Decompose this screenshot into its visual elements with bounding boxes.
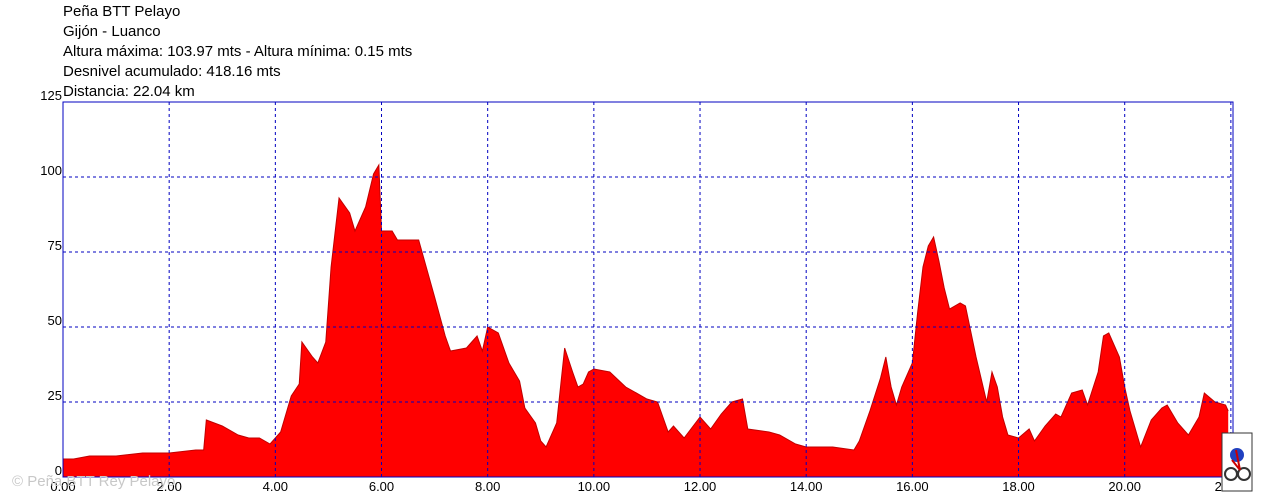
x-tick-label: 0.00: [50, 479, 75, 494]
y-tick-label: 100: [40, 163, 62, 178]
chart-title: Peña BTT Pelayo: [63, 3, 180, 20]
x-tick-label: 18.00: [1002, 479, 1035, 494]
x-tick-label: 12.00: [684, 479, 717, 494]
chart-subtitle: Gijón - Luanco: [63, 23, 161, 40]
logo-part: [1231, 449, 1241, 471]
plot-border: [62, 101, 1234, 478]
y-tick-label: 75: [48, 238, 62, 253]
logo-part: [1237, 467, 1251, 481]
x-tick-label: 14.00: [790, 479, 823, 494]
annotation: Desnivel acumulado: 418.16 mts: [63, 63, 281, 80]
y-tick-label: 50: [48, 313, 62, 328]
area-fill: [63, 165, 1229, 477]
x-tick-label: 16.00: [896, 479, 929, 494]
x-tick-label: 2.00: [157, 479, 182, 494]
x-tick-label: 6.00: [369, 479, 394, 494]
x-tick-label: 10.00: [578, 479, 611, 494]
x-tick-label: 4.00: [263, 479, 288, 494]
y-tick-label: 0: [55, 463, 62, 478]
watermark: © Peña BTT Rey Pelayo: [12, 473, 175, 490]
x-tick-label: 20.00: [1108, 479, 1141, 494]
logo: [1221, 432, 1253, 492]
annotation: Altura máxima: 103.97 mts - Altura mínim…: [63, 43, 412, 60]
y-tick-label: 125: [40, 88, 62, 103]
area-line: [63, 163, 1229, 460]
annotation: Distancia: 22.04 km: [63, 83, 195, 100]
x-tick-label: 8.00: [475, 479, 500, 494]
y-tick-label: 25: [48, 388, 62, 403]
